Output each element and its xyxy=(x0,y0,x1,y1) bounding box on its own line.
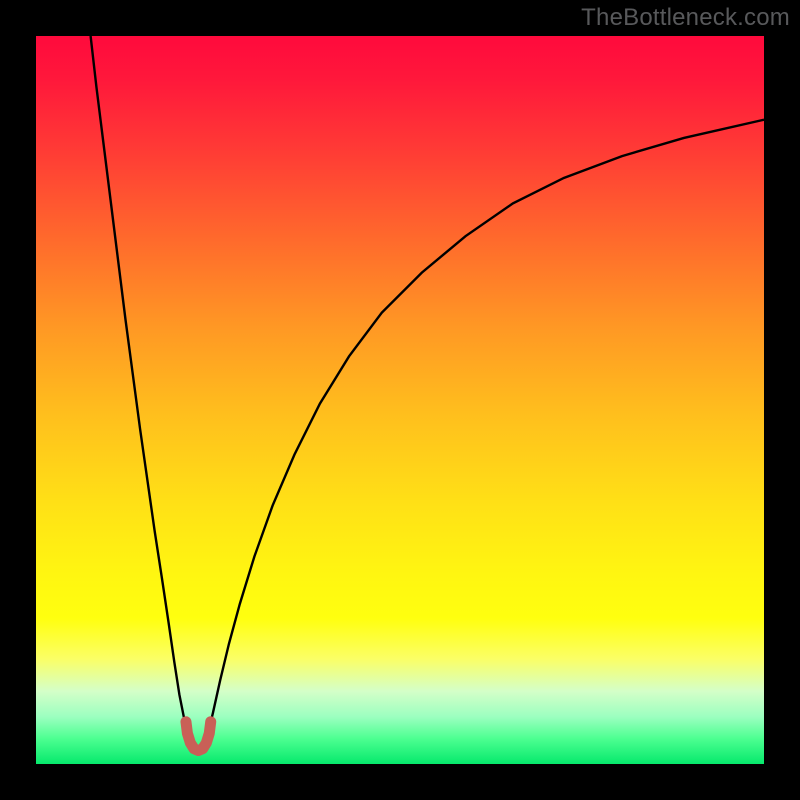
figure-root: TheBottleneck.com xyxy=(0,0,800,800)
plot-background xyxy=(36,36,764,764)
bottleneck-chart xyxy=(0,0,800,800)
